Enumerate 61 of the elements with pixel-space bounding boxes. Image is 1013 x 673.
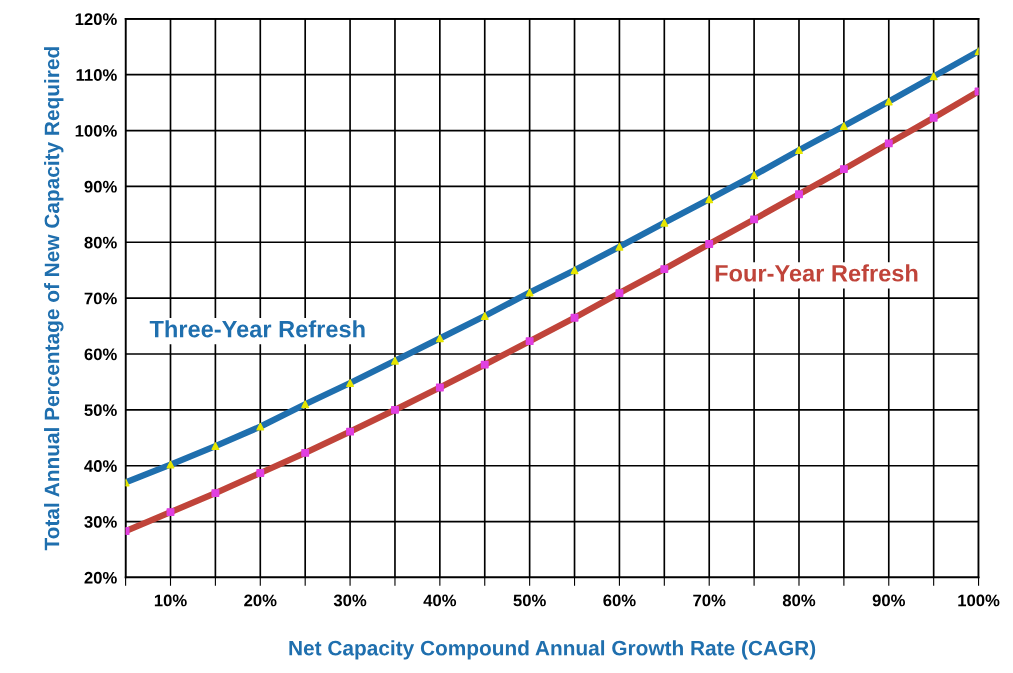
- point: [525, 288, 534, 297]
- point: [346, 427, 355, 436]
- y-tick-label: 20%: [84, 571, 117, 584]
- series-label: Four-Year Refresh: [715, 264, 918, 282]
- point: [839, 165, 848, 174]
- point: [750, 215, 759, 224]
- point: [211, 489, 220, 498]
- y-tick-label: 110%: [76, 69, 117, 81]
- point: [256, 422, 265, 431]
- point: [480, 312, 489, 320]
- point: [750, 171, 759, 180]
- y-tick-label: 30%: [84, 515, 117, 528]
- point: [391, 405, 399, 414]
- point: [929, 113, 938, 122]
- x-tick-label: 60%: [603, 594, 636, 607]
- x-tick-label: 50%: [513, 594, 546, 607]
- x-tick-label: 70%: [693, 594, 726, 607]
- y-tick-label: 50%: [84, 404, 117, 417]
- point: [346, 379, 355, 387]
- point: [884, 139, 893, 148]
- x-axis-title: Net Capacity Compound Annual Growth Rate (CAGR): [289, 640, 816, 660]
- point: [660, 265, 669, 274]
- y-tick-label: 100%: [75, 124, 117, 137]
- point: [615, 242, 624, 251]
- y-tick-label: 80%: [84, 236, 117, 249]
- y-axis-title: Total Annual Percentage of New Capacity Required: [44, 47, 64, 551]
- x-tick-label: 20%: [244, 594, 277, 607]
- x-tick-label: 100%: [958, 594, 1000, 607]
- point: [391, 356, 399, 365]
- point: [301, 448, 310, 457]
- point: [570, 266, 579, 275]
- point: [660, 218, 669, 227]
- point: [166, 460, 175, 469]
- y-tick-label: 120%: [75, 13, 117, 26]
- x-tick-label: 10%: [154, 594, 187, 607]
- point: [256, 469, 265, 477]
- point: [480, 360, 489, 369]
- y-tick-label: 60%: [84, 348, 117, 361]
- x-tick-label: 80%: [782, 594, 816, 607]
- point: [929, 72, 938, 81]
- point: [166, 508, 175, 517]
- point: [435, 334, 444, 343]
- x-tick-label: 40%: [423, 594, 457, 607]
- point: [525, 337, 534, 346]
- point: [435, 383, 444, 392]
- point: [839, 122, 848, 131]
- point: [211, 442, 220, 451]
- y-tick-label: 40%: [84, 460, 117, 472]
- point: [795, 146, 803, 155]
- point: [705, 195, 714, 204]
- point: [705, 240, 714, 248]
- point: [795, 190, 803, 199]
- point: [301, 400, 310, 409]
- x-tick-label: 90%: [872, 594, 906, 607]
- y-tick-label: 70%: [84, 292, 117, 305]
- point: [884, 97, 893, 106]
- point: [615, 289, 624, 298]
- x-tick-label: 30%: [333, 594, 367, 607]
- point: [570, 313, 579, 322]
- series-label: Three-Year Refresh: [149, 320, 365, 338]
- y-tick-label: 90%: [84, 180, 117, 193]
